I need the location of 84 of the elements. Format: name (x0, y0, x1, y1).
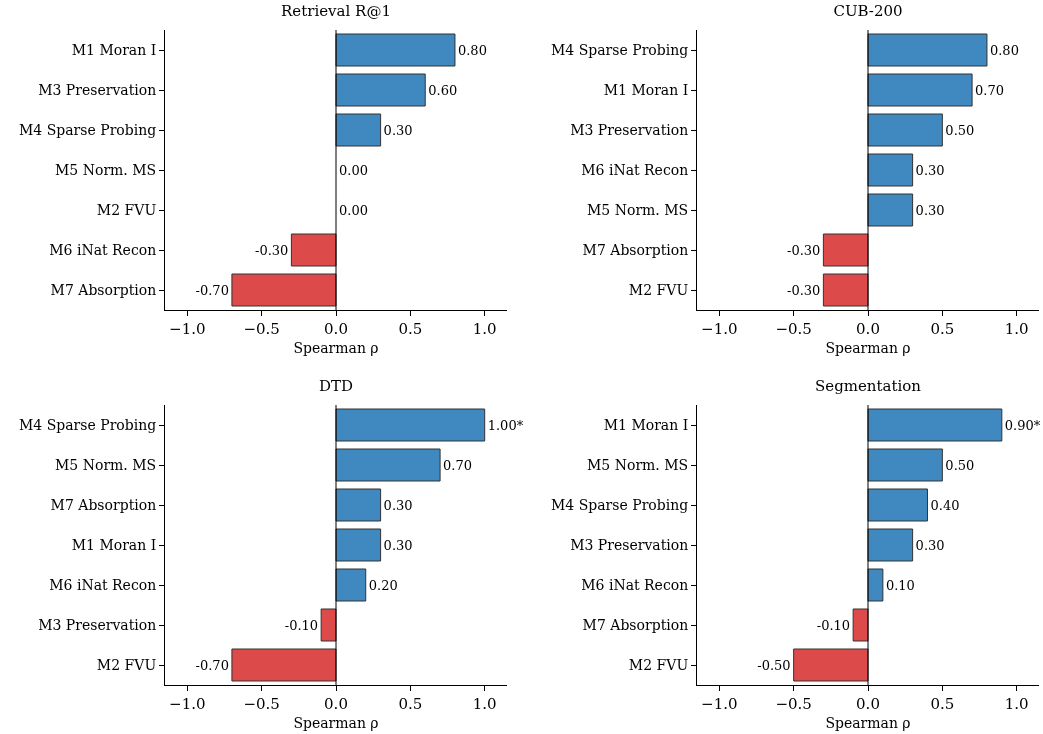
data-label: 0.70 (975, 82, 1005, 98)
data-label: 0.00 (339, 162, 368, 178)
y-tick-label: M4 Sparse Probing (19, 416, 157, 433)
y-tick-label: M7 Absorption (582, 616, 689, 633)
x-tick-label: 0.0 (324, 320, 348, 338)
data-label: -0.30 (787, 282, 821, 298)
x-tick-label: −0.5 (775, 695, 812, 713)
data-label: -0.70 (195, 282, 229, 298)
y-tick-label: M7 Absorption (50, 281, 157, 298)
y-tick-label: M2 FVU (628, 281, 689, 298)
y-tick-label: M3 Preservation (38, 616, 157, 633)
chart-title: Retrieval R@1 (281, 2, 391, 21)
data-label: 0.00 (339, 202, 368, 218)
y-tick-label: M1 Moran I (71, 41, 157, 58)
data-label: 0.50 (945, 457, 975, 473)
data-label: 0.70 (443, 457, 473, 473)
y-tick-label: M2 FVU (628, 656, 689, 673)
x-tick-label: 0.0 (324, 695, 348, 713)
data-label: 0.20 (368, 577, 398, 593)
x-tick-label: 0.5 (398, 320, 423, 338)
y-tick-label: M5 Norm. MS (55, 161, 157, 178)
y-tick-label: M1 Moran I (603, 416, 689, 433)
x-tick-label: 1.0 (1004, 320, 1029, 338)
x-tick-label: 0.5 (398, 695, 423, 713)
x-axis-title: Spearman ρ (293, 340, 379, 357)
y-tick-label: M5 Norm. MS (587, 456, 689, 473)
x-tick-label: 0.5 (930, 695, 955, 713)
y-tick-label: M2 FVU (96, 656, 157, 673)
x-tick-label: 0.5 (930, 320, 955, 338)
data-label: 0.90* (1004, 417, 1041, 433)
x-tick-label: 0.0 (856, 320, 880, 338)
y-tick-label: M6 iNat Recon (581, 161, 689, 178)
y-tick-label: M6 iNat Recon (49, 576, 157, 593)
y-tick-label: M4 Sparse Probing (19, 121, 157, 138)
x-tick-label: 1.0 (472, 320, 497, 338)
data-label: -0.30 (787, 242, 821, 258)
x-tick-label: −0.5 (243, 320, 280, 338)
data-label: 0.30 (383, 497, 413, 513)
y-tick-label: M1 Moran I (71, 536, 157, 553)
data-label: 0.50 (945, 122, 975, 138)
chart-title: Segmentation (814, 377, 922, 396)
y-tick-label: M7 Absorption (582, 241, 689, 258)
y-tick-label: M3 Preservation (38, 81, 157, 98)
y-tick-label: M1 Moran I (603, 81, 689, 98)
x-tick-label: −0.5 (775, 320, 812, 338)
data-label: -0.10 (816, 617, 851, 633)
x-tick-label: −0.5 (243, 695, 280, 713)
data-label: 0.30 (383, 122, 413, 138)
x-axis-title: Spearman ρ (825, 340, 911, 357)
data-label: -0.10 (284, 617, 319, 633)
x-tick-label: −1.0 (169, 695, 206, 713)
y-tick-label: M4 Sparse Probing (551, 496, 689, 513)
data-label: 0.30 (915, 202, 945, 218)
chart-title: DTD (318, 377, 354, 396)
y-tick-label: M6 iNat Recon (49, 241, 157, 258)
data-label: -0.70 (195, 657, 229, 673)
data-label: 0.40 (930, 497, 960, 513)
x-tick-label: −1.0 (169, 320, 206, 338)
data-label: 0.80 (457, 42, 487, 58)
y-tick-label: M4 Sparse Probing (551, 41, 689, 58)
chart-title: CUB-200 (833, 2, 903, 21)
data-label: 0.80 (989, 42, 1019, 58)
data-label: 0.60 (428, 82, 458, 98)
x-tick-label: 1.0 (1004, 695, 1029, 713)
data-label: 1.00* (487, 417, 524, 433)
x-axis-title: Spearman ρ (293, 715, 379, 732)
y-tick-label: M3 Preservation (570, 536, 689, 553)
data-label: -0.50 (757, 657, 791, 673)
data-label: 0.10 (885, 577, 915, 593)
y-tick-label: M6 iNat Recon (581, 576, 689, 593)
y-tick-label: M5 Norm. MS (587, 201, 689, 218)
y-tick-label: M2 FVU (96, 201, 157, 218)
data-label: 0.30 (915, 537, 945, 553)
x-tick-label: −1.0 (701, 320, 738, 338)
x-tick-label: 0.0 (856, 695, 880, 713)
data-label: 0.30 (915, 162, 945, 178)
x-axis-title: Spearman ρ (825, 715, 911, 732)
x-tick-label: 1.0 (472, 695, 497, 713)
y-tick-label: M5 Norm. MS (55, 456, 157, 473)
x-tick-label: −1.0 (701, 695, 738, 713)
y-tick-label: M3 Preservation (570, 121, 689, 138)
data-label: 0.30 (383, 537, 413, 553)
y-tick-label: M7 Absorption (50, 496, 157, 513)
data-label: -0.30 (255, 242, 289, 258)
